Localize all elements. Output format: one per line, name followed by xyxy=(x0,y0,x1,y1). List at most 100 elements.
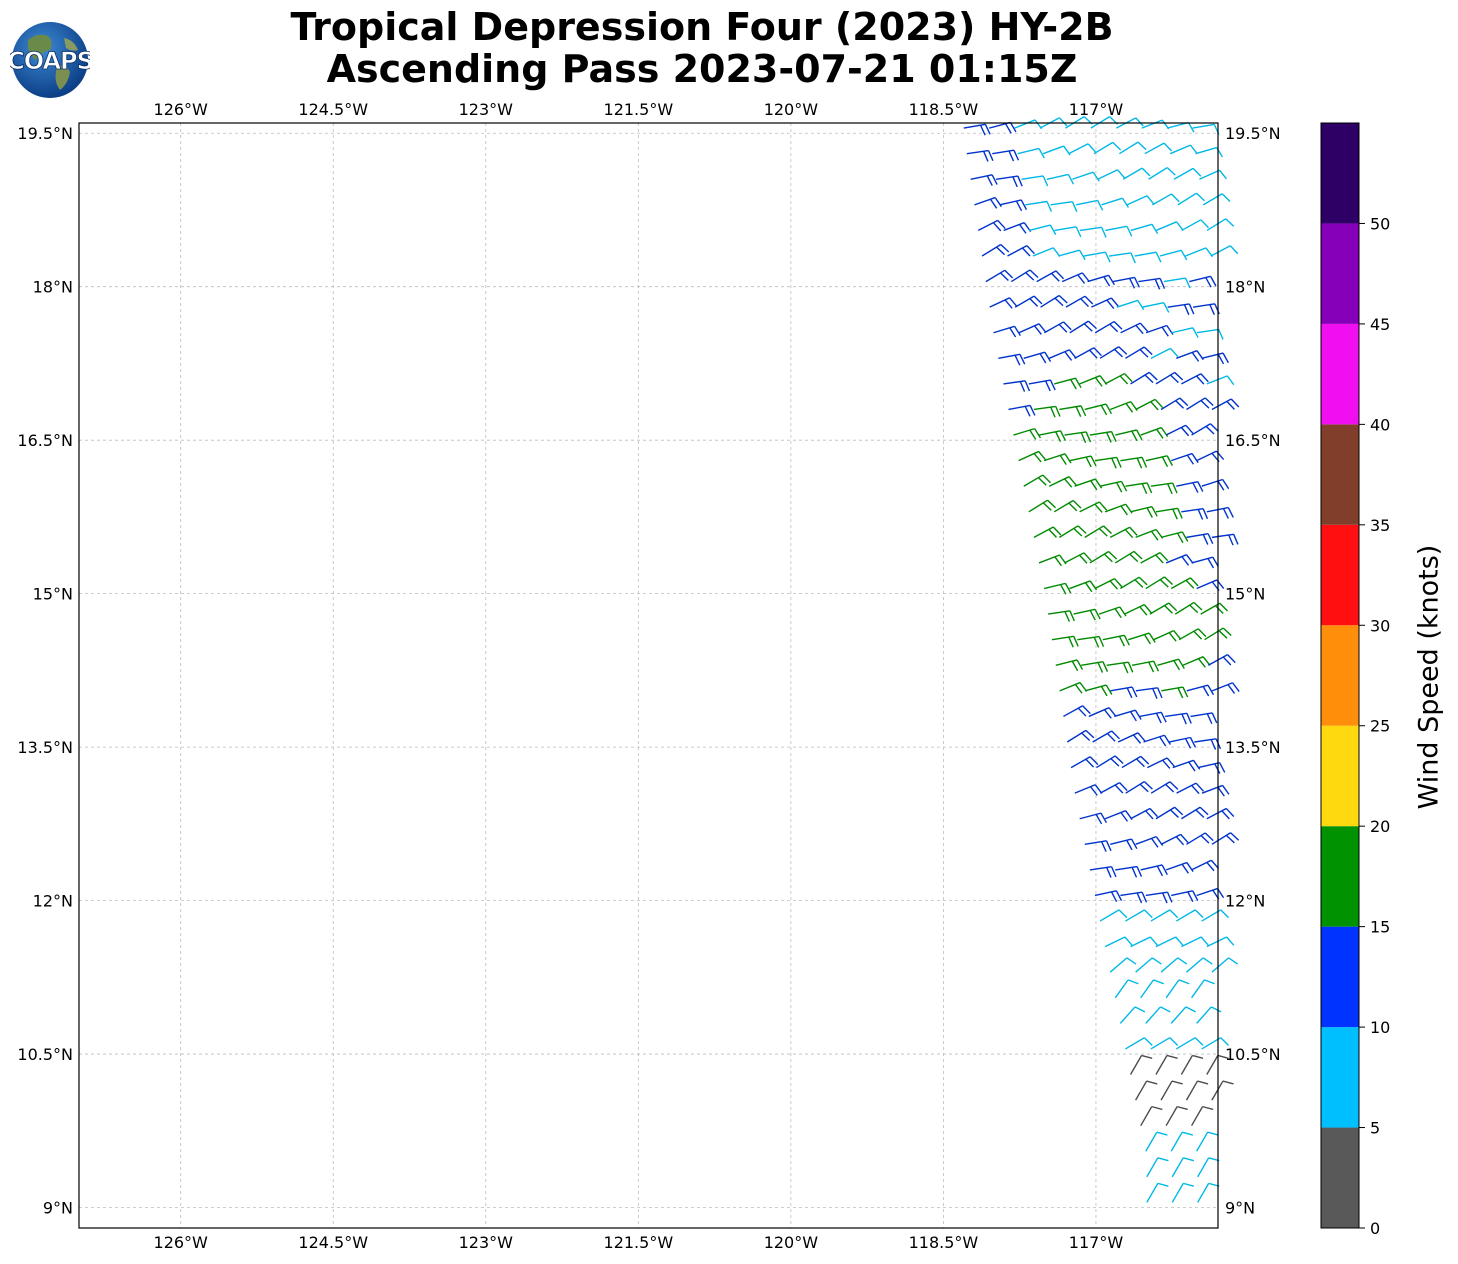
wind-barb xyxy=(1116,299,1145,311)
wind-barb xyxy=(1023,474,1052,487)
lat-tick-label-right: 10.5°N xyxy=(1225,1045,1281,1064)
wind-barb xyxy=(1059,681,1088,694)
wind-barb xyxy=(1186,533,1214,545)
wind-barb xyxy=(1118,141,1147,155)
wind-barb xyxy=(1065,295,1094,308)
wind-barb xyxy=(1165,1105,1188,1127)
wind-barb xyxy=(1089,550,1118,564)
wind-barb xyxy=(1119,1006,1146,1024)
lon-tick-label-top: 120°W xyxy=(764,100,819,119)
lat-tick-label-right: 19.5°N xyxy=(1225,124,1281,143)
wind-barb xyxy=(1186,832,1214,845)
wind-barb xyxy=(1211,832,1240,845)
wind-barb xyxy=(1211,957,1239,973)
wind-barb xyxy=(1023,351,1052,364)
wind-barb xyxy=(1094,578,1123,590)
wind-barb xyxy=(1093,141,1122,155)
wind-barb xyxy=(1186,957,1213,973)
wind-barb xyxy=(1206,1054,1229,1075)
wind-barb xyxy=(1099,909,1128,922)
wind-barb xyxy=(1094,456,1122,469)
wind-barb xyxy=(1028,224,1057,236)
wind-barb xyxy=(1124,604,1152,616)
wind-barb xyxy=(1145,1006,1171,1024)
wind-barb xyxy=(1176,481,1204,493)
wind-barb xyxy=(1171,1157,1195,1178)
wind-barb xyxy=(1064,552,1092,564)
wind-barb xyxy=(1089,430,1117,443)
wind-barb xyxy=(1064,431,1092,444)
logo-text: COAPS xyxy=(10,47,90,75)
wind-barb xyxy=(1201,909,1230,922)
wind-barb xyxy=(1196,887,1225,900)
wind-barb xyxy=(998,353,1026,366)
wind-barb xyxy=(1083,251,1111,263)
wind-barb xyxy=(1079,812,1108,825)
wind-barb xyxy=(1165,554,1194,566)
wind-barb xyxy=(1200,602,1229,615)
wind-barb xyxy=(1079,501,1108,513)
wind-barb xyxy=(1155,507,1183,520)
wind-barb xyxy=(1160,1080,1183,1101)
wind-barb xyxy=(1070,756,1099,769)
wind-barb xyxy=(1043,582,1072,595)
wind-barb xyxy=(1104,936,1133,948)
wind-barb xyxy=(1140,864,1168,877)
wind-barb xyxy=(1033,526,1062,538)
wind-barb xyxy=(1192,303,1220,315)
title-line-1: Tropical Depression Four (2023) HY-2B xyxy=(290,5,1114,49)
longitude-labels-top: 126°W 124.5°W 123°W 121.5°W 120°W 118.5°W 117°… xyxy=(154,100,1124,119)
wind-barb xyxy=(1176,782,1205,795)
wind-barb xyxy=(1069,580,1098,593)
wind-barb xyxy=(1053,499,1082,513)
wind-barb xyxy=(1145,455,1173,468)
wind-barb xyxy=(1033,405,1061,418)
wind-barb xyxy=(1160,957,1188,973)
wind-barb xyxy=(1172,759,1201,772)
wind-barb xyxy=(1058,525,1087,538)
lat-tick-label-left: 16.5°N xyxy=(17,431,73,450)
wind-barb xyxy=(1097,169,1126,180)
wind-barb xyxy=(1135,957,1162,973)
wind-barb xyxy=(1138,277,1166,290)
wind-barb xyxy=(1007,245,1035,257)
wind-barb xyxy=(1155,936,1184,948)
wind-barb xyxy=(1155,806,1184,820)
wind-barb xyxy=(1008,404,1036,417)
wind-barb xyxy=(1120,891,1148,904)
lat-tick-label-right: 12°N xyxy=(1225,892,1265,911)
longitude-labels-bottom: 126°W 124.5°W 123°W 121.5°W 120°W 118.5°W 117°… xyxy=(154,1233,1124,1252)
wind-barb xyxy=(1145,576,1173,590)
wind-barb xyxy=(1050,200,1078,213)
wind-barb xyxy=(1014,295,1043,308)
wind-barb xyxy=(995,175,1023,188)
wind-barb xyxy=(963,123,991,136)
wind-barb xyxy=(1072,171,1100,182)
wind-barb xyxy=(1145,1131,1168,1152)
wind-barb xyxy=(1084,840,1112,852)
wind-barb xyxy=(1121,755,1150,769)
wind-barb xyxy=(1069,455,1097,468)
wind-barb xyxy=(1135,687,1163,699)
lat-tick-label-left: 18°N xyxy=(33,278,73,297)
wind-barb xyxy=(1150,1037,1179,1050)
wind-barb xyxy=(1120,456,1148,469)
title-line-2: Ascending Pass 2023-07-21 01:15Z xyxy=(326,47,1078,91)
wind-barb xyxy=(1206,375,1235,386)
wind-barb xyxy=(1079,375,1108,387)
wind-barb xyxy=(1198,762,1226,774)
wind-barb xyxy=(1044,321,1072,334)
wind-barb xyxy=(1077,635,1105,648)
wind-barb xyxy=(993,325,1021,338)
wind-barb xyxy=(1178,628,1207,641)
lat-tick-label-left: 15°N xyxy=(33,585,73,604)
wind-barb xyxy=(1061,272,1090,284)
wind-barb xyxy=(1206,807,1235,820)
wind-barb xyxy=(1109,252,1136,264)
wind-barb xyxy=(1143,734,1172,747)
wind-barb xyxy=(1051,635,1079,648)
wind-barb xyxy=(1079,226,1107,238)
wind-barbs xyxy=(963,116,1240,1203)
wind-barb xyxy=(1084,403,1113,416)
